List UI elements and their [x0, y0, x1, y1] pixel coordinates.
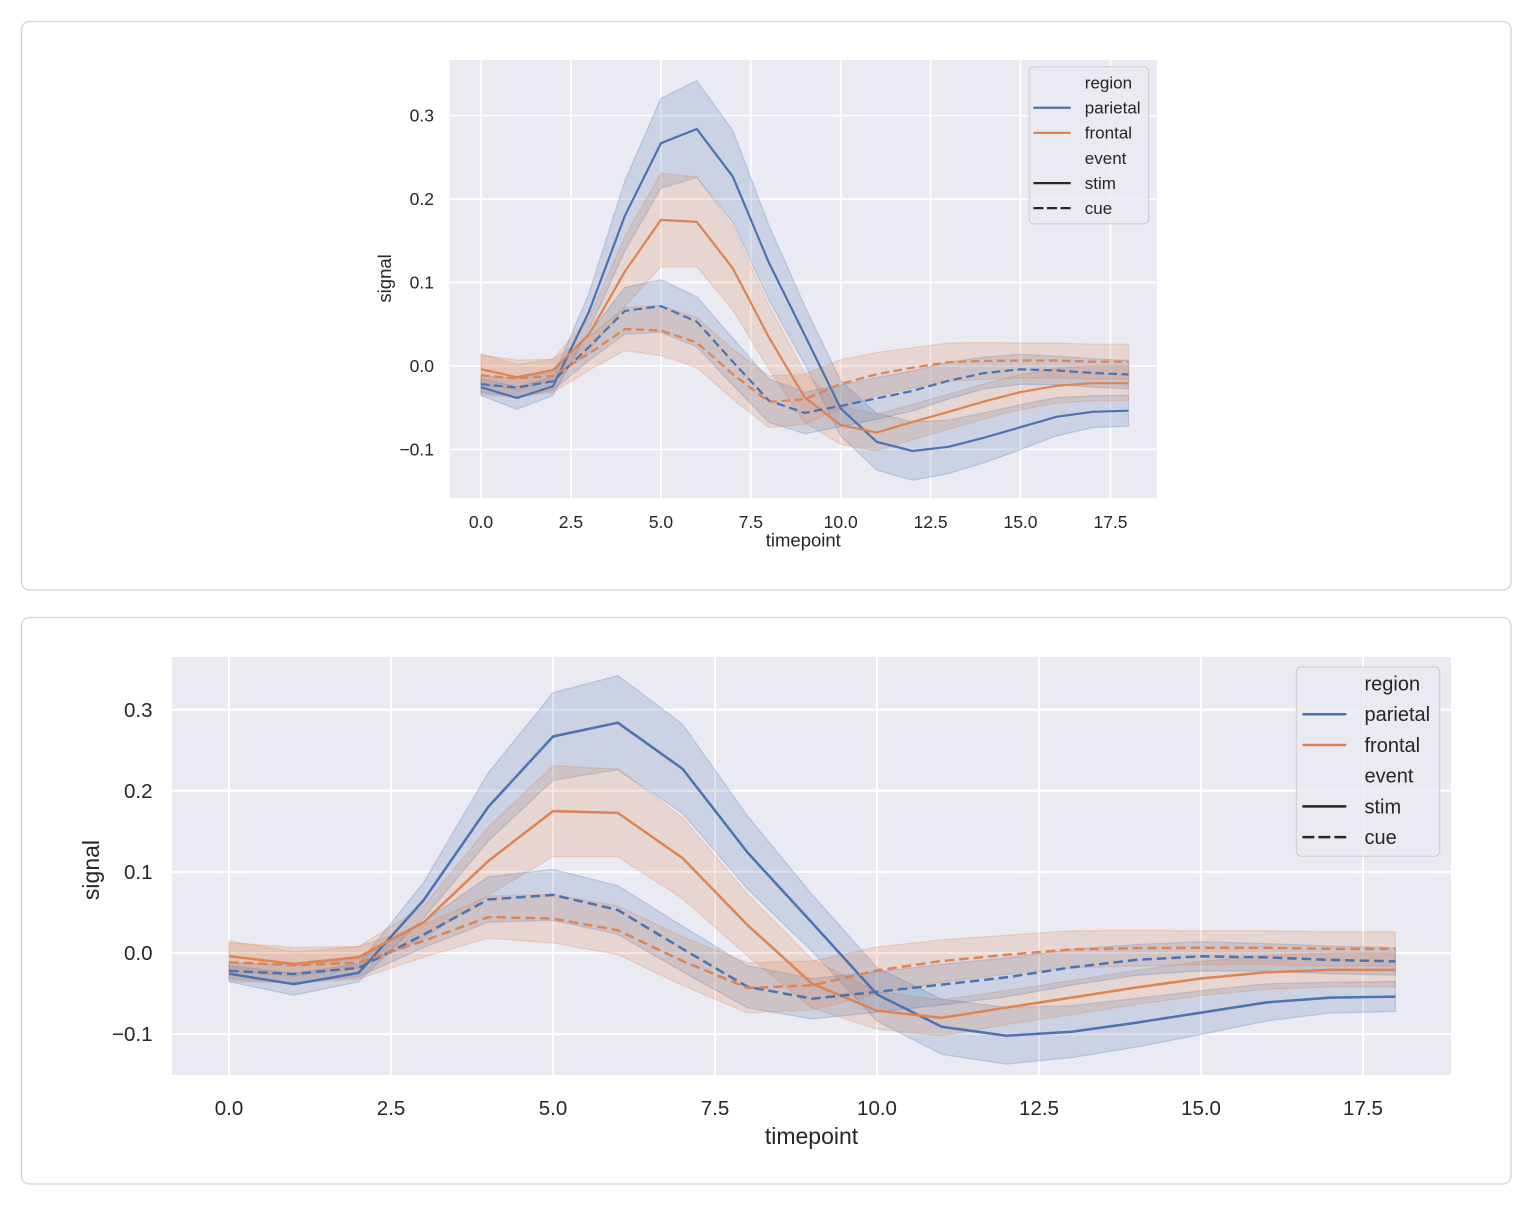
- svg-text:12.5: 12.5: [914, 512, 948, 532]
- svg-text:0.3: 0.3: [410, 106, 434, 126]
- svg-text:parietal: parietal: [1365, 704, 1431, 726]
- svg-text:−0.1: −0.1: [112, 1023, 152, 1046]
- svg-text:15.0: 15.0: [1003, 512, 1037, 532]
- svg-text:2.5: 2.5: [377, 1097, 406, 1120]
- svg-text:0.2: 0.2: [410, 189, 434, 209]
- svg-text:parietal: parietal: [1085, 99, 1141, 118]
- svg-text:2.5: 2.5: [559, 512, 583, 532]
- svg-text:0.1: 0.1: [410, 273, 434, 293]
- svg-text:stim: stim: [1365, 796, 1402, 818]
- svg-text:−0.1: −0.1: [399, 439, 434, 459]
- svg-text:0.0: 0.0: [215, 1097, 244, 1120]
- svg-text:0.2: 0.2: [124, 780, 153, 803]
- svg-text:event: event: [1085, 149, 1127, 168]
- svg-text:signal: signal: [78, 840, 104, 900]
- svg-text:17.5: 17.5: [1343, 1097, 1383, 1120]
- svg-text:timepoint: timepoint: [766, 530, 841, 551]
- svg-text:10.0: 10.0: [824, 512, 858, 532]
- svg-text:0.3: 0.3: [124, 699, 153, 722]
- svg-text:15.0: 15.0: [1181, 1097, 1221, 1120]
- svg-text:cue: cue: [1365, 827, 1397, 849]
- svg-text:frontal: frontal: [1365, 735, 1421, 757]
- svg-text:17.5: 17.5: [1093, 512, 1127, 532]
- svg-text:10.0: 10.0: [857, 1097, 897, 1120]
- svg-text:signal: signal: [374, 254, 395, 302]
- svg-text:7.5: 7.5: [701, 1097, 730, 1120]
- svg-text:timepoint: timepoint: [765, 1123, 859, 1149]
- svg-text:0.0: 0.0: [410, 356, 435, 376]
- svg-text:7.5: 7.5: [739, 512, 763, 532]
- svg-text:region: region: [1365, 674, 1421, 696]
- svg-text:frontal: frontal: [1085, 124, 1132, 143]
- svg-text:0.0: 0.0: [469, 512, 494, 532]
- svg-text:0.1: 0.1: [124, 861, 153, 884]
- svg-text:event: event: [1365, 766, 1414, 788]
- svg-text:12.5: 12.5: [1019, 1097, 1059, 1120]
- svg-text:stim: stim: [1085, 174, 1116, 193]
- svg-text:cue: cue: [1085, 199, 1112, 218]
- svg-text:region: region: [1085, 74, 1132, 93]
- svg-text:5.0: 5.0: [649, 512, 674, 532]
- svg-text:0.0: 0.0: [124, 942, 153, 965]
- svg-text:5.0: 5.0: [539, 1097, 568, 1120]
